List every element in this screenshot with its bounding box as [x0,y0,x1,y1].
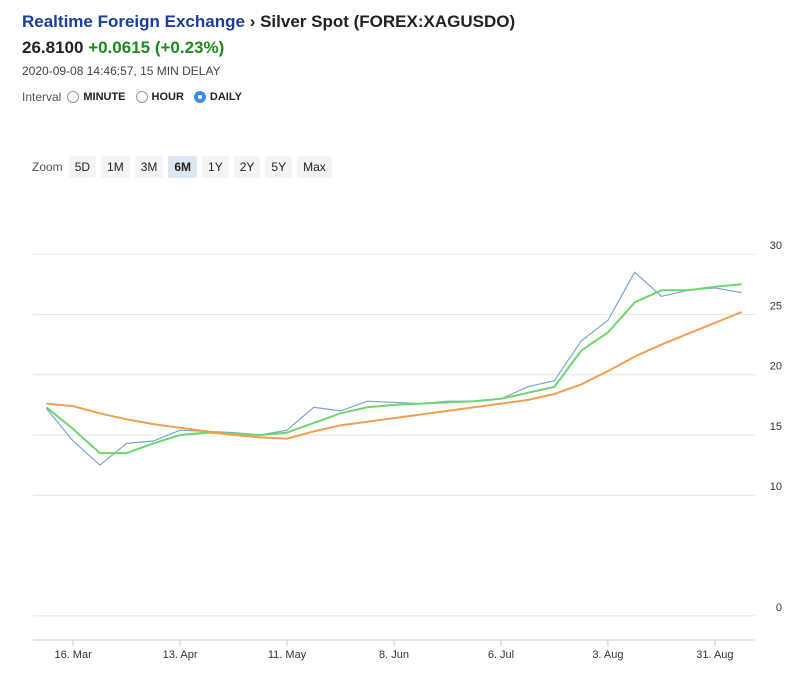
y-tick-label: 30 [770,240,782,252]
y-tick-label: 15 [770,421,782,433]
zoom-button[interactable]: 5Y [265,156,293,178]
interval-option[interactable]: DAILY [193,91,242,103]
zoom-button[interactable]: 5D [68,156,97,178]
zoom-button[interactable]: 3M [134,156,164,178]
interval-text: DAILY [209,91,242,103]
zoom-button[interactable]: 1M [101,156,130,178]
zoom-button[interactable]: 1Y [202,156,229,178]
exchange-link[interactable]: Realtime Foreign Exchange [22,12,245,31]
x-tick-label: 13. Apr [163,649,198,661]
x-tick-label: 31. Aug [696,649,733,661]
title: Realtime Foreign Exchange › Silver Spot … [22,12,515,32]
zoom-button[interactable]: 6M [168,156,198,178]
separator: › [249,12,256,31]
interval-text: MINUTE [83,91,126,103]
y-tick-label: 10 [770,481,782,493]
x-tick-label: 3. Aug [592,649,623,661]
instrument: Silver Spot (FOREX:XAGUSDO) [260,12,516,31]
series-line [45,283,742,455]
interval-option[interactable]: HOUR [135,91,184,103]
interval-text: HOUR [151,91,184,103]
interval-label: Interval [22,90,62,104]
y-tick-label: 0 [776,602,782,614]
radio[interactable] [135,91,148,103]
zoom-label: Zoom [32,160,63,174]
x-tick-label: 11. May [268,649,307,661]
x-tick-label: 16. Mar [54,649,92,661]
zoom-row: Zoom 5D 1M 3M 6M 1Y 2Y 5Y Max [32,156,337,178]
header: Realtime Foreign Exchange › Silver Spot … [22,12,515,104]
zoom-button[interactable]: Max [297,156,332,178]
radio[interactable] [193,91,206,103]
y-tick-label: 20 [770,361,782,373]
interval-option[interactable]: MINUTE [67,91,126,103]
series-line [45,271,742,466]
price: 26.8100 [22,38,84,57]
change: +0.0615 (+0.23%) [88,38,225,57]
quote: 26.8100 +0.0615 (+0.23%) [22,38,515,58]
x-tick-label: 6. Jul [488,649,514,661]
x-tick-label: 8. Jun [379,649,409,661]
timestamp: 2020-09-08 14:46:57, 15 MIN DELAY [22,64,221,78]
y-tick-label: 25 [770,300,782,312]
interval-row: Interval MINUTE HOUR DAILY [22,90,515,104]
radio[interactable] [67,91,80,103]
zoom-button[interactable]: 2Y [233,156,261,178]
series-line [46,311,742,440]
